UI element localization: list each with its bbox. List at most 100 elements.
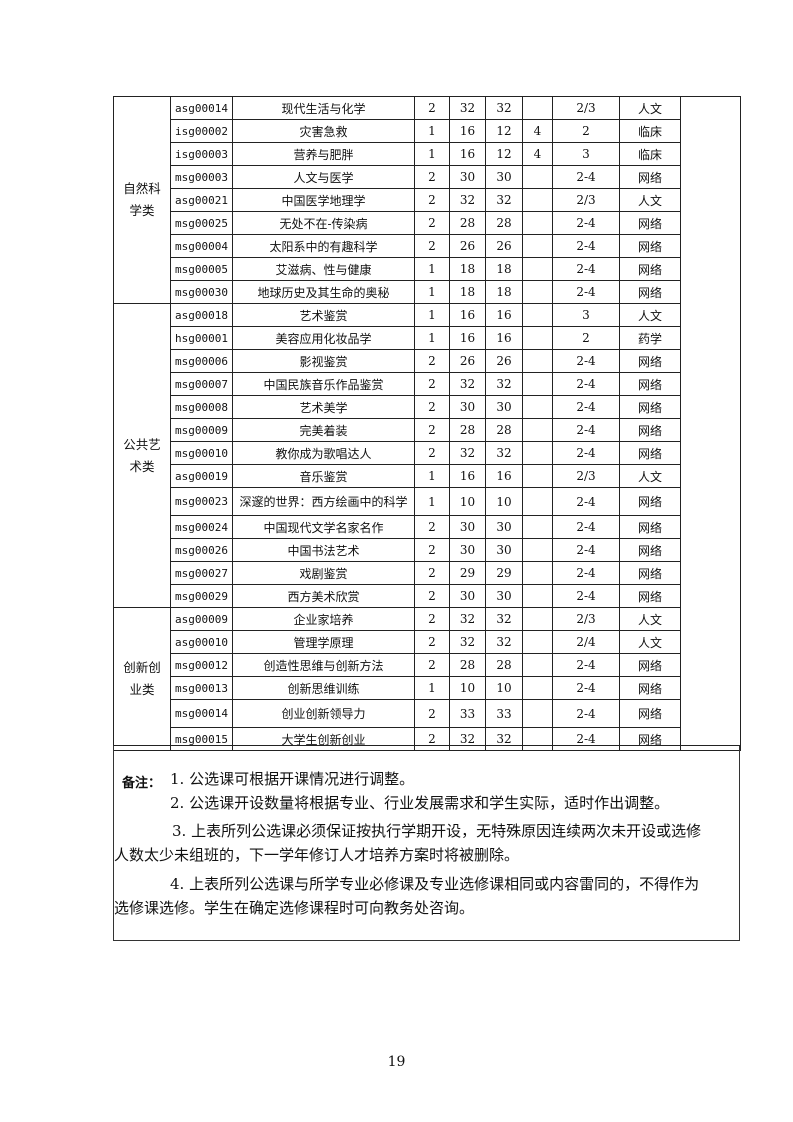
- theory-cell: 30: [485, 515, 523, 539]
- theory-cell: 32: [485, 188, 523, 212]
- credit-cell: 2: [414, 699, 450, 728]
- credit-cell: 2: [414, 515, 450, 539]
- code-cell: msg00009: [170, 418, 233, 442]
- table-row: msg00014 创业创新领导力 2 33 33 2-4 网络: [114, 699, 741, 728]
- semester-cell: 2-4: [552, 653, 620, 677]
- notes-label: 备注：: [122, 776, 162, 791]
- hours-cell: 28: [449, 653, 486, 677]
- page-number: 19: [387, 1054, 406, 1070]
- practice-cell: [522, 326, 553, 350]
- credit-cell: 2: [414, 234, 450, 258]
- hours-cell: 32: [449, 96, 486, 120]
- practice-cell: [522, 699, 553, 728]
- note-line: 4. 上表所列公选课与所学专业必修课及专业选修课相同或内容雷同的，不得作为: [170, 875, 700, 893]
- dept-cell: 临床: [619, 119, 681, 143]
- credit-cell: 1: [414, 119, 450, 143]
- dept-cell: 网络: [619, 418, 681, 442]
- semester-cell: 3: [552, 303, 620, 327]
- hours-cell: 32: [449, 727, 486, 751]
- semester-cell: 2-4: [552, 584, 620, 608]
- category-cell: 公共艺术类: [113, 303, 171, 608]
- theory-cell: 28: [485, 211, 523, 235]
- dept-cell: 网络: [619, 441, 681, 465]
- note-line: 3. 上表所列公选课必须保证按执行学期开设，无特殊原因连续两次未开设或选修: [172, 822, 702, 840]
- hours-cell: 30: [449, 538, 486, 562]
- practice-cell: [522, 188, 553, 212]
- theory-cell: 32: [485, 441, 523, 465]
- credit-cell: 2: [414, 349, 450, 373]
- hours-cell: 18: [449, 257, 486, 281]
- table-row: msg00004 太阳系中的有趣科学 2 26 26 2-4 网络: [114, 234, 741, 258]
- name-cell: 企业家培养: [232, 607, 415, 631]
- hours-cell: 16: [449, 142, 486, 166]
- semester-cell: 2/4: [552, 630, 620, 654]
- theory-cell: 28: [485, 653, 523, 677]
- dept-cell: 网络: [619, 727, 681, 751]
- credit-cell: 1: [414, 464, 450, 488]
- hours-cell: 16: [449, 303, 486, 327]
- practice-cell: [522, 418, 553, 442]
- semester-cell: 2-4: [552, 280, 620, 304]
- practice-cell: [522, 464, 553, 488]
- credit-cell: 2: [414, 96, 450, 120]
- theory-cell: 12: [485, 119, 523, 143]
- code-cell: asg00010: [170, 630, 233, 654]
- hours-cell: 29: [449, 561, 486, 585]
- hours-cell: 30: [449, 165, 486, 189]
- dept-cell: 网络: [619, 165, 681, 189]
- semester-cell: 2-4: [552, 372, 620, 396]
- name-cell: 大学生创新创业: [232, 727, 415, 751]
- code-cell: msg00025: [170, 211, 233, 235]
- category-cell: 自然科学类: [113, 96, 171, 304]
- practice-cell: [522, 607, 553, 631]
- name-cell: 人文与医学: [232, 165, 415, 189]
- hours-cell: 30: [449, 515, 486, 539]
- hours-cell: 30: [449, 584, 486, 608]
- table-row: msg00005 艾滋病、性与健康 1 18 18 2-4 网络: [114, 257, 741, 281]
- credit-cell: 2: [414, 441, 450, 465]
- practice-cell: [522, 561, 553, 585]
- hours-cell: 16: [449, 119, 486, 143]
- dept-cell: 网络: [619, 699, 681, 728]
- hours-cell: 32: [449, 372, 486, 396]
- name-cell: 影视鉴赏: [232, 349, 415, 373]
- name-cell: 营养与肥胖: [232, 142, 415, 166]
- theory-cell: 32: [485, 372, 523, 396]
- code-cell: asg00014: [170, 96, 233, 120]
- theory-cell: 33: [485, 699, 523, 728]
- note-line: 1. 公选课可根据开课情况进行调整。: [170, 770, 415, 788]
- semester-cell: 2/3: [552, 96, 620, 120]
- practice-cell: [522, 234, 553, 258]
- note-line: 2. 公选课开设数量将根据专业、行业发展需求和学生实际，适时作出调整。: [170, 794, 670, 812]
- theory-cell: 32: [485, 630, 523, 654]
- table-row: msg00030 地球历史及其生命的奥秘 1 18 18 2-4 网络: [114, 280, 741, 304]
- name-cell: 美容应用化妆品学: [232, 326, 415, 350]
- dept-cell: 人文: [619, 607, 681, 631]
- hours-cell: 10: [449, 487, 486, 516]
- semester-cell: 2-4: [552, 395, 620, 419]
- dept-cell: 药学: [619, 326, 681, 350]
- course-table: 自然科学类 asg00014 现代生活与化学 2 32 32 2/3 人文 isg00002 灾害…: [113, 96, 741, 751]
- credit-cell: 2: [414, 607, 450, 631]
- table-row: msg00013 创新思维训练 1 10 10 2-4 网络: [114, 676, 741, 700]
- note-line: 选修课选修。学生在确定选修课程时可向教务处咨询。: [114, 899, 475, 917]
- table-row: msg00025 无处不在-传染病 2 28 28 2-4 网络: [114, 211, 741, 235]
- notes-box: 备注： 1. 公选课可根据开课情况进行调整。 2. 公选课开设数量将根据专业、行…: [113, 745, 740, 941]
- table-row: msg00008 艺术美学 2 30 30 2-4 网络: [114, 395, 741, 419]
- code-cell: msg00030: [170, 280, 233, 304]
- code-cell: asg00018: [170, 303, 233, 327]
- dept-cell: 网络: [619, 538, 681, 562]
- credit-cell: 2: [414, 653, 450, 677]
- table-row: asg00019 音乐鉴赏 1 16 16 2/3 人文: [114, 464, 741, 488]
- hours-cell: 32: [449, 607, 486, 631]
- name-cell: 中国医学地理学: [232, 188, 415, 212]
- dept-cell: 人文: [619, 464, 681, 488]
- practice-cell: [522, 487, 553, 516]
- code-cell: msg00024: [170, 515, 233, 539]
- name-cell: 戏剧鉴赏: [232, 561, 415, 585]
- theory-cell: 16: [485, 464, 523, 488]
- practice-cell: [522, 727, 553, 751]
- name-cell: 创业创新领导力: [232, 699, 415, 728]
- table-row: msg00009 完美着装 2 28 28 2-4 网络: [114, 418, 741, 442]
- practice-cell: 4: [522, 119, 553, 143]
